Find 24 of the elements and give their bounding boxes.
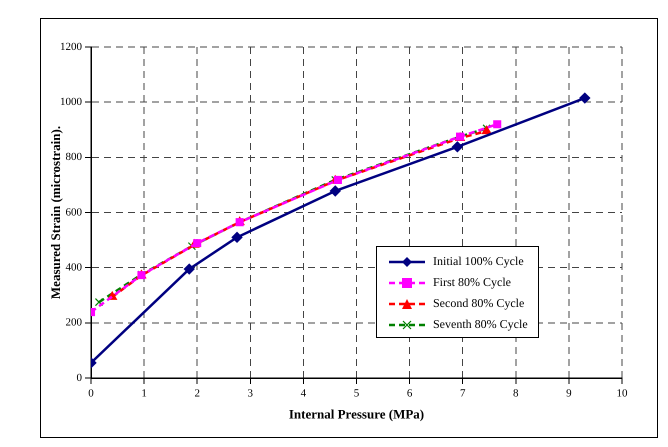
- x-tick-label: 7: [460, 387, 466, 400]
- x-tick-label: 3: [248, 387, 254, 400]
- x-tick-label: 1: [141, 387, 147, 400]
- x-tick-label: 0: [88, 387, 94, 400]
- x-tick-label: 8: [513, 387, 520, 400]
- x-tick-label: 4: [300, 387, 307, 400]
- x-tick-label: 9: [566, 387, 572, 400]
- y-tick-label: 600: [66, 206, 82, 218]
- legend-label: First 80% Cycle: [433, 275, 511, 290]
- y-tick-label: 1200: [60, 40, 82, 53]
- x-tick-label: 10: [616, 387, 628, 400]
- y-tick-label: 200: [66, 316, 82, 329]
- x-tick-label: 2: [194, 387, 200, 400]
- legend-label: Second 80% Cycle: [433, 296, 524, 311]
- legend-label: Initial 100% Cycle: [433, 254, 524, 269]
- y-axis-title: Measured Strain (microstrain).: [48, 126, 64, 300]
- x-tick-label: 5: [354, 387, 360, 400]
- legend-label: Seventh 80% Cycle: [433, 317, 528, 332]
- x-tick-label: 6: [406, 387, 413, 400]
- x-axis-title: Internal Pressure (MPa): [288, 406, 424, 422]
- y-tick-label: 0: [76, 372, 82, 384]
- y-tick-label: 800: [66, 151, 82, 164]
- y-tick-label: 1000: [60, 96, 82, 108]
- y-tick-label: 400: [66, 262, 82, 274]
